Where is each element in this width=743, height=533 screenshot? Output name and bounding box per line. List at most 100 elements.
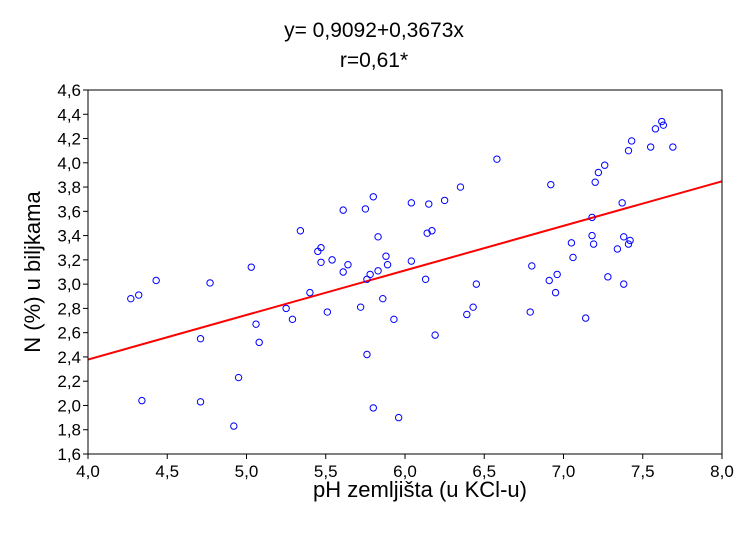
data-point — [135, 291, 143, 299]
y-tick-label: 3,8 — [57, 178, 81, 197]
data-point — [526, 308, 534, 316]
data-point — [323, 308, 332, 316]
y-tick-label: 1,8 — [57, 421, 81, 440]
x-tick-label: 5,5 — [314, 462, 338, 481]
y-tick-label: 2,4 — [57, 348, 81, 367]
x-tick-label: 7,0 — [552, 462, 576, 481]
y-tick-label: 3,4 — [57, 227, 81, 246]
data-point — [196, 335, 205, 343]
data-point — [374, 233, 382, 241]
data-point — [646, 143, 655, 151]
data-point — [620, 233, 628, 241]
chart-subtitle: r=0,61* — [340, 49, 408, 72]
x-tick-label: 6,5 — [472, 462, 496, 481]
data-point — [431, 331, 439, 339]
x-tick-label: 4,5 — [155, 462, 179, 481]
y-tick-label: 4,2 — [57, 130, 81, 149]
y-tick-label: 2,0 — [57, 396, 81, 415]
data-point — [363, 350, 371, 359]
data-point — [613, 245, 622, 253]
data-point — [463, 310, 471, 319]
data-point — [206, 279, 214, 287]
data-point — [339, 206, 347, 214]
data-point — [317, 244, 325, 252]
data-point — [594, 168, 603, 177]
y-tick-label: 1,6 — [57, 445, 81, 464]
data-point — [356, 303, 365, 311]
data-point — [247, 263, 255, 271]
data-point — [369, 193, 377, 201]
data-point — [626, 236, 634, 245]
plot-area-frame — [87, 89, 723, 455]
x-tick-label: 5,0 — [235, 462, 259, 481]
x-tick-label: 6,0 — [393, 462, 417, 481]
y-axis-ticks: 1,6 1,8 2,0 2,2 2,4 2,6 2,8 3,0 3,2 3,4 3,6 3,8 4,0 4… — [57, 81, 88, 464]
data-point — [547, 180, 555, 189]
data-point — [366, 270, 374, 279]
data-point — [407, 199, 416, 207]
data-point — [196, 398, 205, 406]
data-point — [624, 240, 633, 248]
data-point — [456, 183, 465, 191]
regression-line — [87, 180, 723, 361]
data-point — [390, 315, 398, 324]
data-point — [379, 294, 387, 303]
x-tick-label: 4,0 — [76, 462, 100, 481]
data-point — [528, 262, 536, 270]
y-tick-label: 2,8 — [57, 299, 81, 318]
y-tick-label: 4,0 — [57, 154, 81, 173]
y-tick-label: 4,4 — [57, 105, 81, 124]
data-points — [127, 117, 677, 430]
data-point — [604, 273, 612, 281]
data-point — [469, 303, 477, 311]
data-point — [306, 288, 314, 297]
data-point — [317, 258, 325, 266]
data-point — [230, 422, 238, 430]
x-tick-label: 7,5 — [631, 462, 655, 481]
x-axis-ticks: 4,0 4,5 5,0 5,5 6,0 6,5 7,0 7,5 8,0 — [76, 454, 734, 481]
data-point — [569, 253, 577, 262]
data-point — [669, 143, 677, 151]
data-point — [591, 178, 599, 186]
y-axis-label: N (%) u biljkama — [20, 191, 45, 353]
data-point — [344, 261, 352, 269]
data-point — [627, 137, 636, 145]
y-tick-label: 2,2 — [57, 372, 81, 391]
data-point — [234, 373, 243, 382]
data-point — [659, 121, 668, 129]
y-tick-label: 2,6 — [57, 324, 81, 343]
data-point — [493, 155, 501, 163]
y-tick-label: 4,6 — [57, 81, 81, 100]
data-point — [252, 320, 260, 328]
data-point — [361, 205, 370, 213]
data-point — [658, 117, 666, 126]
data-point — [472, 280, 481, 288]
data-point — [407, 257, 416, 265]
data-point — [152, 276, 160, 285]
data-point — [620, 280, 628, 288]
data-point — [255, 338, 263, 347]
data-point — [651, 125, 660, 133]
data-point — [551, 288, 560, 297]
data-point — [440, 196, 449, 205]
data-point — [567, 239, 576, 247]
data-point — [282, 304, 290, 313]
data-point — [545, 276, 553, 285]
data-point — [618, 199, 626, 207]
data-point — [553, 270, 561, 279]
x-axis-label: pH zemljišta (u KCl-u) — [313, 477, 527, 502]
data-point — [624, 146, 633, 155]
data-point — [339, 268, 347, 276]
data-point — [425, 200, 433, 208]
data-point — [382, 252, 390, 260]
data-point — [296, 227, 305, 235]
data-point — [394, 413, 403, 422]
chart-title: y= 0,9092+0,3673x — [284, 19, 464, 42]
y-tick-label: 3,2 — [57, 251, 81, 270]
data-point — [601, 161, 609, 169]
y-tick-label: 3,0 — [57, 275, 81, 294]
data-point — [383, 261, 392, 269]
data-point — [369, 404, 377, 412]
data-point — [127, 294, 135, 303]
